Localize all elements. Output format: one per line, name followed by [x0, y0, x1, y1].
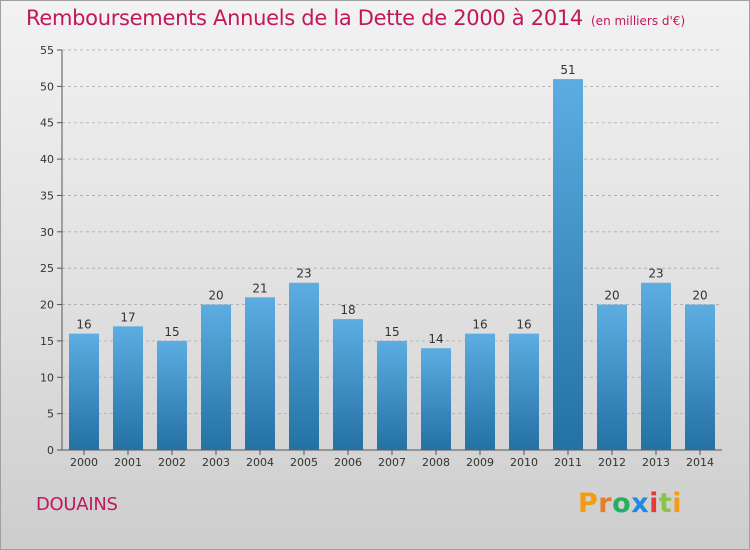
x-tick-label-2007: 2007: [378, 456, 406, 469]
y-tick-label: 45: [40, 117, 54, 130]
bar-2013: [641, 282, 671, 450]
bars: [69, 79, 715, 450]
data-label-2011: 51: [560, 63, 575, 77]
y-tick-label: 10: [40, 371, 54, 384]
data-label-2007: 15: [384, 325, 399, 339]
y-tick-label: 0: [47, 444, 54, 457]
x-tick-label-2011: 2011: [554, 456, 582, 469]
bar-2005: [289, 282, 319, 450]
logo-letter: t: [658, 488, 673, 519]
bar-2008: [421, 348, 451, 450]
y-tick-label: 55: [40, 44, 54, 57]
data-label-2002: 15: [164, 325, 179, 339]
chart-title-block: Remboursements Annuels de la Dette de 20…: [26, 6, 685, 30]
data-label-2013: 23: [648, 267, 663, 281]
y-tick-label: 25: [40, 262, 54, 275]
data-label-2001: 17: [120, 310, 135, 324]
bar-2009: [465, 333, 495, 450]
y-tick-label: 5: [47, 408, 54, 421]
x-tick-label-2004: 2004: [246, 456, 274, 469]
logo-letter: i: [672, 488, 683, 519]
bar-2001: [113, 326, 143, 450]
data-label-2009: 16: [472, 318, 487, 332]
data-label-2008: 14: [428, 332, 443, 346]
x-tick-label-2001: 2001: [114, 456, 142, 469]
proxiti-logo[interactable]: Proxiti: [578, 488, 682, 519]
x-tick-label-2012: 2012: [598, 456, 626, 469]
y-tick-label: 30: [40, 226, 54, 239]
x-tick-label-2010: 2010: [510, 456, 538, 469]
x-tick-label-2009: 2009: [466, 456, 494, 469]
x-tick-label-2008: 2008: [422, 456, 450, 469]
bar-2003: [201, 304, 231, 450]
x-tick-label-2014: 2014: [686, 456, 714, 469]
bar-2011: [553, 79, 583, 450]
y-tick-label: 15: [40, 335, 54, 348]
bar-2006: [333, 319, 363, 450]
logo-letter: i: [649, 488, 659, 519]
logo-letter: x: [631, 488, 650, 519]
x-tick-label-2013: 2013: [642, 456, 670, 469]
logo-letter: P: [578, 488, 599, 519]
logo-letter: o: [612, 488, 632, 519]
bar-2007: [377, 340, 407, 450]
x-tick-label-2006: 2006: [334, 456, 362, 469]
x-tick-label-2002: 2002: [158, 456, 186, 469]
bar-2000: [69, 333, 99, 450]
y-tick-label: 20: [40, 299, 54, 312]
bar-2002: [157, 340, 187, 450]
x-tick-label-2003: 2003: [202, 456, 230, 469]
chart-title: Remboursements Annuels de la Dette de 20…: [26, 6, 583, 30]
y-tick-label: 40: [40, 153, 54, 166]
data-label-2000: 16: [76, 318, 91, 332]
y-tick-label: 35: [40, 189, 54, 202]
bar-2004: [245, 297, 275, 450]
chart-unit-label: (en milliers d'€): [591, 14, 686, 28]
data-label-2010: 16: [516, 318, 531, 332]
commune-name: DOUAINS: [36, 494, 118, 515]
x-tick-label-2000: 2000: [70, 456, 98, 469]
bar-2012: [597, 304, 627, 450]
bar-2010: [509, 333, 539, 450]
data-label-2003: 20: [208, 289, 223, 303]
data-label-2014: 20: [692, 289, 707, 303]
bar-2014: [685, 304, 715, 450]
x-tick-label-2005: 2005: [290, 456, 318, 469]
data-label-2004: 21: [252, 281, 267, 295]
y-tick-label: 50: [40, 80, 54, 93]
data-label-2012: 20: [604, 289, 619, 303]
logo-letter: r: [598, 488, 613, 519]
data-label-2005: 23: [296, 267, 311, 281]
data-label-2006: 18: [340, 303, 355, 317]
data-labels: 16 17 15 20 21 23 18 15 14 16 16 51 20 23 20: [76, 63, 707, 346]
